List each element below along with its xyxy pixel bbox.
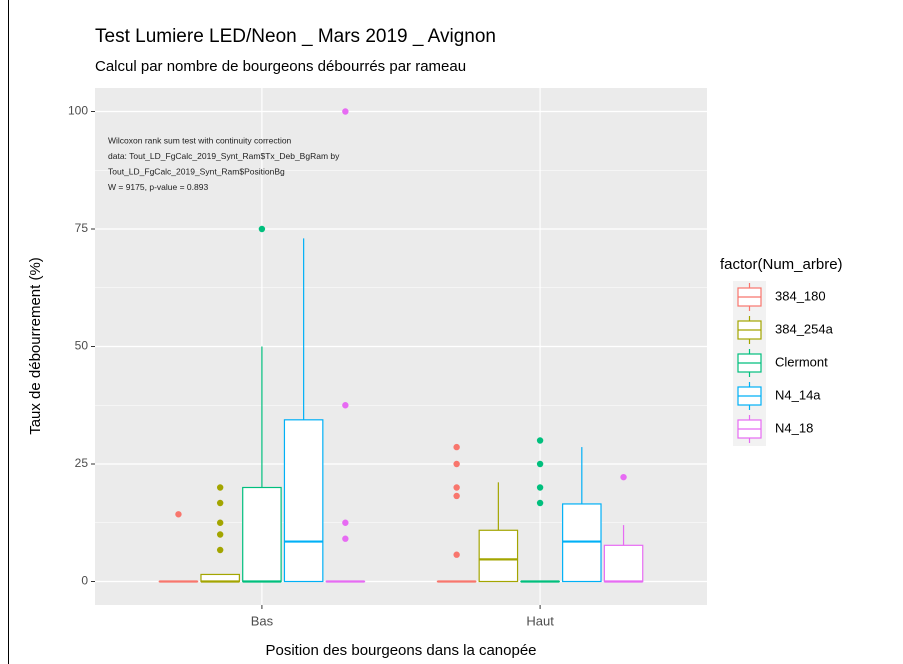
annotation-line: Tout_LD_FgCalc_2019_Synt_Ram$PositionBg (108, 166, 285, 176)
outlier (453, 460, 460, 468)
annotation-line: Wilcoxon rank sum test with continuity c… (108, 135, 292, 145)
annotation-line: data: Tout_LD_FgCalc_2019_Synt_Ram$Tx_De… (108, 151, 340, 161)
outlier (536, 437, 544, 444)
legend-label: 384_254a (775, 321, 834, 336)
outlier (342, 519, 349, 526)
outlier (216, 546, 224, 554)
outlier (342, 535, 349, 542)
annotation-line: W = 9175, p-value = 0.893 (108, 182, 208, 192)
legend-label: N4_14a (775, 387, 821, 402)
y-tick-label: 25 (75, 456, 89, 470)
outlier (536, 460, 544, 468)
outlier (216, 499, 224, 507)
outlier (453, 484, 460, 491)
chart-subtitle: Calcul par nombre de bourgeons débourrés… (95, 58, 466, 75)
outlier (216, 531, 224, 538)
chart-title: Test Lumiere LED/Neon _ Mars 2019 _ Avig… (95, 26, 496, 47)
y-tick-label: 100 (68, 104, 88, 118)
box (242, 486, 282, 583)
outlier (342, 402, 349, 409)
outlier (620, 473, 627, 481)
outlier (216, 484, 224, 491)
box (603, 544, 644, 583)
box (562, 503, 602, 583)
outlier (453, 492, 460, 500)
legend-title: factor(Num_arbre) (720, 256, 843, 273)
legend-label: N4_18 (775, 420, 813, 435)
y-tick-label: 0 (81, 574, 88, 588)
x-axis-label: Position des bourgeons dans la canopée (265, 642, 536, 659)
legend-label: 384_180 (775, 288, 826, 303)
outlier (536, 484, 544, 491)
y-tick-label: 50 (75, 339, 89, 353)
box (478, 529, 519, 583)
x-tick-label: Bas (251, 613, 274, 628)
outlier (453, 551, 460, 558)
outlier (342, 108, 349, 115)
outlier (453, 443, 460, 451)
x-tick-label: Haut (526, 613, 554, 628)
outlier (175, 511, 182, 518)
box (283, 419, 324, 583)
outlier (216, 519, 224, 526)
y-axis-label: Taux de débourrement (%) (27, 257, 44, 435)
outlier (536, 499, 544, 507)
legend-label: Clermont (775, 354, 828, 369)
outlier (258, 225, 266, 233)
y-tick-label: 75 (75, 221, 89, 235)
